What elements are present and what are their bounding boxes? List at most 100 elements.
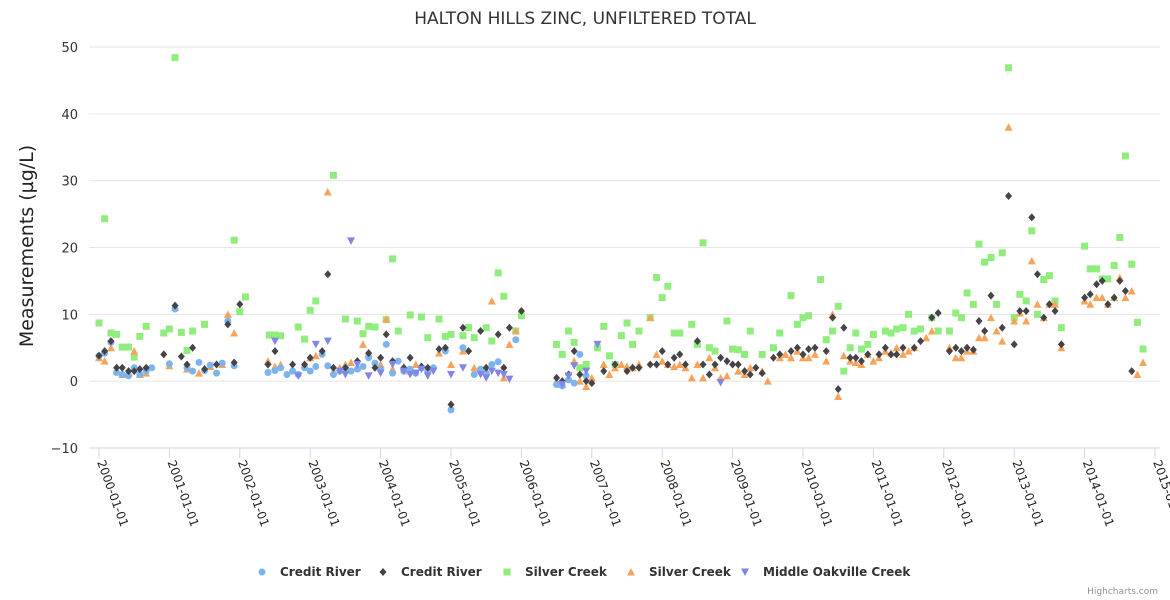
data-point[interactable] bbox=[382, 330, 390, 339]
data-point[interactable] bbox=[201, 320, 209, 328]
data-point[interactable] bbox=[711, 360, 719, 369]
data-point[interactable] bbox=[570, 347, 578, 356]
data-point[interactable] bbox=[734, 367, 743, 375]
data-point[interactable] bbox=[406, 353, 414, 362]
data-point[interactable] bbox=[435, 315, 443, 323]
data-point[interactable] bbox=[676, 350, 684, 359]
data-point[interactable] bbox=[1010, 340, 1018, 349]
data-point[interactable] bbox=[236, 308, 244, 316]
data-point[interactable] bbox=[1016, 306, 1024, 315]
data-point[interactable] bbox=[477, 365, 485, 373]
data-point[interactable] bbox=[1010, 317, 1019, 325]
data-point[interactable] bbox=[582, 382, 591, 391]
data-point[interactable] bbox=[822, 336, 830, 344]
data-point[interactable] bbox=[459, 323, 467, 332]
data-point[interactable] bbox=[670, 353, 678, 362]
data-point[interactable] bbox=[834, 385, 842, 394]
data-point[interactable] bbox=[746, 370, 754, 379]
data-point[interactable] bbox=[1110, 293, 1118, 302]
data-point[interactable] bbox=[324, 362, 332, 370]
data-point[interactable] bbox=[476, 370, 485, 379]
data-point[interactable] bbox=[359, 362, 367, 370]
legend-symbol[interactable] bbox=[741, 568, 749, 577]
data-point[interactable] bbox=[1086, 300, 1095, 308]
data-point[interactable] bbox=[969, 300, 977, 308]
data-point[interactable] bbox=[494, 330, 502, 339]
data-point[interactable] bbox=[1057, 340, 1065, 349]
data-point[interactable] bbox=[664, 282, 672, 290]
data-point[interactable] bbox=[505, 375, 514, 384]
data-point[interactable] bbox=[558, 350, 566, 358]
data-point[interactable] bbox=[746, 363, 755, 372]
data-point[interactable] bbox=[294, 323, 302, 331]
data-point[interactable] bbox=[417, 365, 426, 374]
data-point[interactable] bbox=[359, 330, 367, 338]
data-point[interactable] bbox=[605, 352, 613, 360]
data-point[interactable] bbox=[722, 371, 731, 380]
data-point[interactable] bbox=[652, 350, 661, 358]
data-point[interactable] bbox=[893, 350, 901, 359]
data-point[interactable] bbox=[341, 315, 349, 323]
data-point[interactable] bbox=[289, 360, 297, 369]
data-point[interactable] bbox=[653, 274, 661, 282]
data-point[interactable] bbox=[107, 337, 115, 346]
data-point[interactable] bbox=[927, 327, 936, 335]
data-point[interactable] bbox=[781, 350, 790, 358]
data-point[interactable] bbox=[587, 373, 596, 382]
data-point[interactable] bbox=[171, 301, 179, 310]
data-point[interactable] bbox=[793, 343, 801, 352]
data-point[interactable] bbox=[201, 365, 209, 374]
data-point[interactable] bbox=[1005, 64, 1013, 72]
data-point[interactable] bbox=[230, 329, 239, 337]
data-point[interactable] bbox=[165, 325, 173, 333]
data-point[interactable] bbox=[570, 379, 578, 387]
data-point[interactable] bbox=[382, 340, 390, 348]
data-point[interactable] bbox=[113, 368, 121, 376]
legend-item[interactable]: Silver Creek bbox=[503, 565, 608, 579]
data-point[interactable] bbox=[494, 269, 502, 277]
data-point[interactable] bbox=[424, 363, 432, 372]
data-point[interactable] bbox=[294, 372, 303, 380]
data-point[interactable] bbox=[113, 363, 121, 372]
data-point[interactable] bbox=[389, 255, 397, 263]
data-point[interactable] bbox=[189, 343, 197, 352]
data-point[interactable] bbox=[952, 309, 960, 317]
data-point[interactable] bbox=[517, 306, 525, 315]
data-point[interactable] bbox=[118, 370, 126, 378]
data-point[interactable] bbox=[904, 347, 913, 355]
data-point[interactable] bbox=[429, 367, 438, 376]
data-point[interactable] bbox=[1116, 233, 1124, 241]
data-point[interactable] bbox=[241, 293, 249, 301]
data-point[interactable] bbox=[329, 171, 337, 179]
data-point[interactable] bbox=[470, 370, 478, 378]
data-point[interactable] bbox=[177, 352, 185, 361]
data-point[interactable] bbox=[335, 367, 344, 376]
data-point[interactable] bbox=[887, 329, 895, 337]
data-point[interactable] bbox=[981, 258, 989, 266]
data-point[interactable] bbox=[998, 249, 1006, 257]
data-point[interactable] bbox=[623, 319, 631, 327]
data-point[interactable] bbox=[957, 314, 965, 322]
data-point[interactable] bbox=[1081, 293, 1089, 302]
data-point[interactable] bbox=[130, 367, 138, 376]
data-point[interactable] bbox=[864, 340, 872, 348]
data-point[interactable] bbox=[148, 364, 156, 372]
data-point[interactable] bbox=[910, 343, 918, 352]
data-point[interactable] bbox=[817, 276, 825, 284]
data-point[interactable] bbox=[183, 346, 191, 354]
data-point[interactable] bbox=[564, 372, 573, 380]
data-point[interactable] bbox=[799, 314, 807, 322]
data-point[interactable] bbox=[829, 327, 837, 335]
data-point[interactable] bbox=[899, 343, 907, 352]
data-point[interactable] bbox=[1093, 280, 1101, 289]
data-point[interactable] bbox=[957, 353, 966, 362]
data-point[interactable] bbox=[195, 358, 203, 366]
data-point[interactable] bbox=[1116, 276, 1124, 285]
data-point[interactable] bbox=[458, 364, 467, 372]
data-point[interactable] bbox=[271, 347, 279, 356]
data-point[interactable] bbox=[1092, 293, 1101, 302]
data-point[interactable] bbox=[406, 365, 414, 373]
data-point[interactable] bbox=[851, 358, 860, 366]
data-point[interactable] bbox=[793, 320, 801, 328]
data-point[interactable] bbox=[194, 369, 203, 377]
